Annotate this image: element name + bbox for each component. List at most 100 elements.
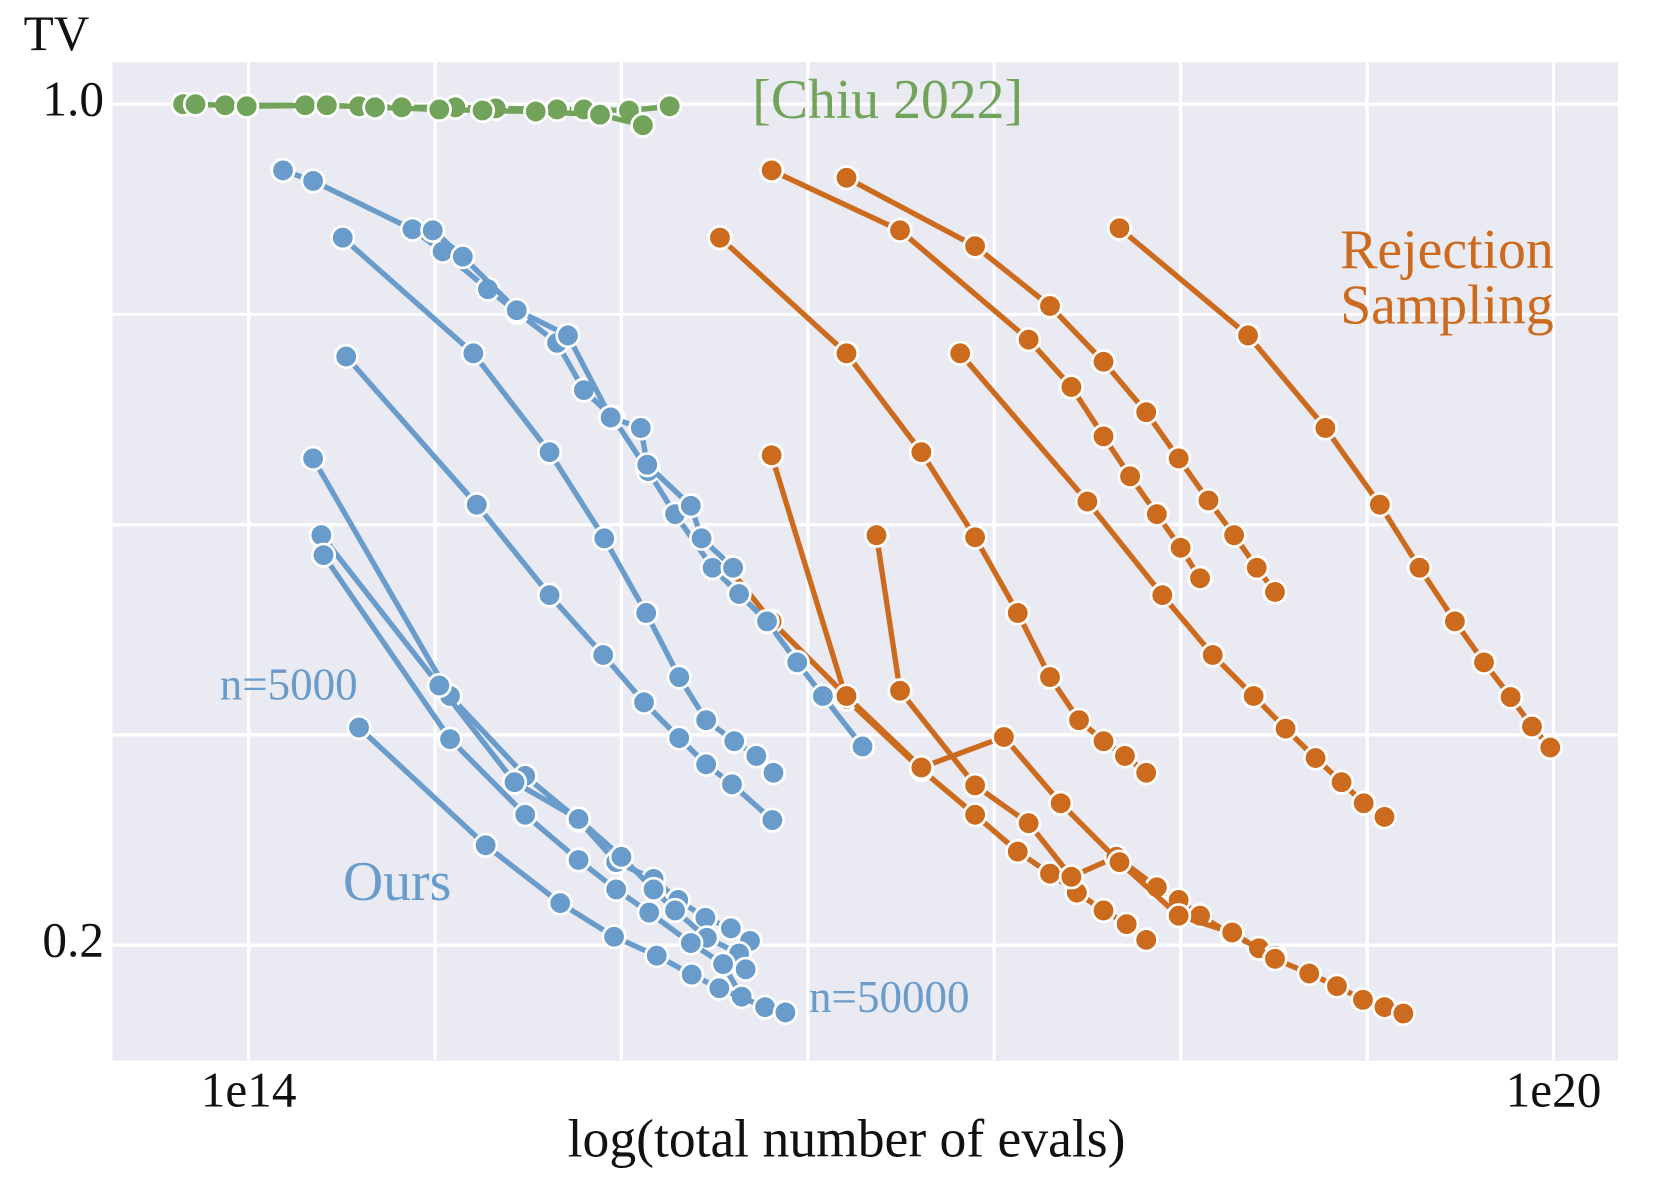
data-point (1219, 919, 1245, 946)
data-point (590, 642, 616, 668)
data-point (504, 297, 530, 323)
data-point (752, 994, 778, 1020)
data-point (608, 844, 635, 870)
data-point (1200, 642, 1226, 668)
data-point (1166, 445, 1192, 472)
data-point (310, 542, 337, 568)
data-point (512, 802, 538, 828)
data-point (678, 493, 704, 519)
data-point (501, 769, 528, 795)
data-point (1262, 579, 1288, 605)
data-point (1195, 487, 1222, 514)
data-point (603, 876, 629, 903)
data-point (1114, 911, 1140, 937)
data-point (1149, 582, 1175, 608)
data-point (1312, 415, 1338, 441)
data-point (833, 340, 860, 366)
data-point (1324, 973, 1350, 999)
data-point (1241, 683, 1267, 709)
data-point (182, 91, 209, 117)
data-point (754, 608, 780, 634)
series-line (319, 533, 749, 971)
data-point (700, 555, 726, 581)
data-point (833, 165, 860, 191)
data-point (710, 951, 736, 977)
data-point (633, 600, 659, 626)
data-point (536, 582, 563, 608)
data-point (1037, 861, 1063, 887)
data-point (760, 760, 787, 786)
data-point (1371, 804, 1398, 830)
data-point (591, 525, 617, 551)
data-point (1005, 600, 1031, 626)
data-point (587, 102, 613, 128)
data-point (640, 876, 667, 903)
annotation: n=50000 (809, 972, 969, 1022)
data-point (772, 999, 799, 1026)
data-point (1074, 488, 1100, 515)
data-point (634, 452, 660, 478)
data-point (270, 157, 296, 184)
data-point (759, 157, 785, 184)
data-point (1090, 728, 1117, 754)
data-point (644, 943, 670, 969)
data-point (1133, 399, 1159, 425)
data-point (1066, 707, 1092, 733)
data-point (810, 683, 836, 709)
data-point (1302, 745, 1329, 771)
data-point (547, 890, 573, 916)
data-point (693, 707, 719, 733)
x-tick-label: 1e20 (1506, 1062, 1602, 1117)
data-point (1519, 713, 1545, 740)
data-point (962, 772, 988, 798)
data-point (1133, 760, 1159, 786)
data-point (721, 728, 747, 754)
annotation: n=5000 (220, 659, 358, 709)
data-point (718, 915, 744, 941)
data-point (1328, 769, 1355, 795)
x-tick-label: 1e14 (201, 1062, 297, 1117)
data-point (1090, 423, 1117, 449)
data-point (726, 581, 752, 607)
data-point (657, 93, 683, 119)
data-point (437, 726, 463, 752)
data-point (947, 340, 973, 366)
series-line (718, 235, 1148, 775)
annotation: Ours (343, 851, 451, 913)
data-point (962, 524, 988, 550)
data-point (1090, 349, 1117, 375)
data-point (1262, 946, 1288, 972)
series-line (845, 175, 1278, 594)
data-point (631, 689, 657, 715)
data-point (420, 217, 446, 243)
data-point (1117, 463, 1143, 489)
data-point (630, 112, 656, 138)
series-line (1117, 226, 1553, 750)
data-point (536, 439, 563, 465)
data-point (759, 442, 785, 468)
data-point (1037, 293, 1063, 319)
data-point (678, 930, 704, 956)
data-point (743, 743, 769, 769)
data-point (426, 672, 452, 699)
y-tick-label: 0.2 (42, 912, 104, 967)
data-point (1187, 565, 1213, 591)
data-point (1471, 649, 1497, 675)
data-point (1037, 664, 1063, 690)
data-point (908, 439, 934, 465)
data-point (1058, 374, 1084, 400)
data-point (314, 92, 340, 118)
data-point (1406, 555, 1433, 581)
data-point (234, 93, 260, 119)
data-point (1106, 215, 1133, 241)
data-point (693, 751, 719, 777)
data-point (1112, 743, 1138, 769)
data-point (1168, 535, 1194, 561)
data-point (601, 924, 627, 950)
series-line (958, 351, 1386, 820)
data-point (544, 96, 570, 123)
data-point (1390, 1000, 1416, 1027)
data-point (784, 649, 810, 675)
data-point (598, 404, 624, 431)
